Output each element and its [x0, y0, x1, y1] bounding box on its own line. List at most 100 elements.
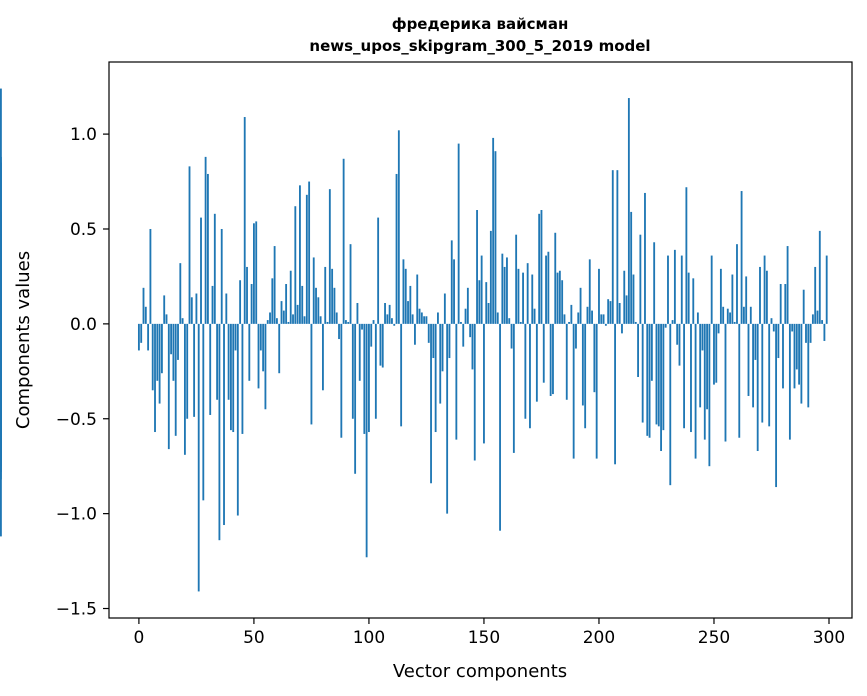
y-tick-label: 1.0	[70, 125, 97, 145]
bar	[469, 323, 472, 338]
bar	[561, 280, 564, 324]
bar	[397, 130, 400, 324]
y-tick-label: −1.5	[56, 600, 97, 620]
bar	[499, 323, 501, 531]
bar	[312, 257, 315, 324]
bar	[379, 323, 382, 366]
bar	[770, 318, 773, 324]
bar	[0, 323, 2, 472]
bar	[600, 314, 603, 324]
bar	[186, 323, 189, 419]
bar	[706, 323, 708, 410]
bar	[386, 314, 389, 324]
bar	[648, 323, 651, 438]
bar	[384, 303, 386, 324]
bar	[671, 320, 674, 324]
bar	[524, 323, 527, 419]
bar	[305, 194, 308, 324]
bar	[236, 323, 239, 516]
bar	[338, 323, 340, 340]
bar	[809, 323, 812, 343]
bar	[225, 293, 228, 324]
bar	[322, 323, 324, 391]
chart-title: фредерика вайсман	[392, 15, 569, 33]
bar	[531, 274, 534, 324]
bar	[193, 323, 196, 417]
bar	[448, 323, 451, 359]
bar	[786, 246, 789, 324]
bar	[676, 323, 679, 345]
bar	[579, 287, 582, 324]
bar	[708, 323, 711, 467]
bar	[554, 232, 557, 324]
bar	[209, 323, 212, 415]
bar	[418, 308, 421, 324]
bar	[289, 270, 292, 324]
bar	[446, 323, 449, 514]
bar	[190, 297, 193, 324]
x-tick-label: 200	[583, 628, 615, 648]
bar	[188, 166, 191, 324]
bar	[202, 323, 205, 501]
bar	[361, 323, 363, 330]
bar	[163, 295, 166, 324]
bar	[618, 303, 621, 324]
bar	[280, 301, 283, 324]
bar	[604, 323, 607, 326]
bar	[745, 276, 748, 324]
bar	[577, 312, 580, 324]
bar	[726, 308, 729, 324]
bar	[800, 323, 803, 404]
bar	[655, 323, 658, 425]
y-tick-label: 0.5	[70, 220, 97, 240]
bar	[637, 323, 639, 377]
bar	[487, 303, 490, 324]
bar	[703, 323, 706, 440]
bar	[232, 323, 235, 433]
bar	[227, 323, 230, 400]
bar	[591, 310, 593, 324]
bar	[315, 287, 317, 324]
bar	[480, 255, 483, 324]
bar	[724, 323, 727, 442]
bar	[687, 272, 690, 324]
bar	[264, 323, 267, 410]
bar	[259, 323, 262, 351]
bar	[568, 321, 570, 324]
y-tick-label: −1.0	[56, 505, 97, 525]
bar	[793, 323, 796, 389]
bar	[694, 323, 697, 459]
bar	[685, 187, 688, 324]
bar	[802, 289, 805, 324]
bar	[172, 323, 175, 381]
bar	[609, 301, 612, 324]
bar	[625, 295, 628, 324]
bar	[206, 173, 209, 324]
bar	[657, 323, 660, 427]
bar	[381, 323, 384, 368]
bar	[462, 323, 465, 347]
bar	[540, 210, 543, 324]
bar	[795, 323, 798, 370]
bar	[584, 323, 587, 429]
y-tick-label: 0.0	[70, 315, 97, 335]
bar	[347, 321, 350, 324]
bar	[177, 323, 179, 360]
bar	[303, 316, 306, 324]
bar	[733, 321, 736, 324]
bar	[791, 323, 794, 332]
bar	[285, 284, 288, 324]
bar	[512, 323, 515, 453]
bar	[775, 323, 778, 488]
bar	[506, 257, 508, 324]
bar	[443, 293, 446, 324]
bar	[549, 323, 552, 396]
bar	[181, 318, 184, 324]
bar	[825, 255, 828, 324]
chart-subtitle: news_upos_skipgram_300_5_2019 model	[309, 37, 650, 55]
bar	[565, 323, 568, 400]
bar	[308, 181, 311, 324]
bar	[522, 272, 524, 324]
bar	[547, 251, 550, 324]
bar	[234, 323, 237, 351]
